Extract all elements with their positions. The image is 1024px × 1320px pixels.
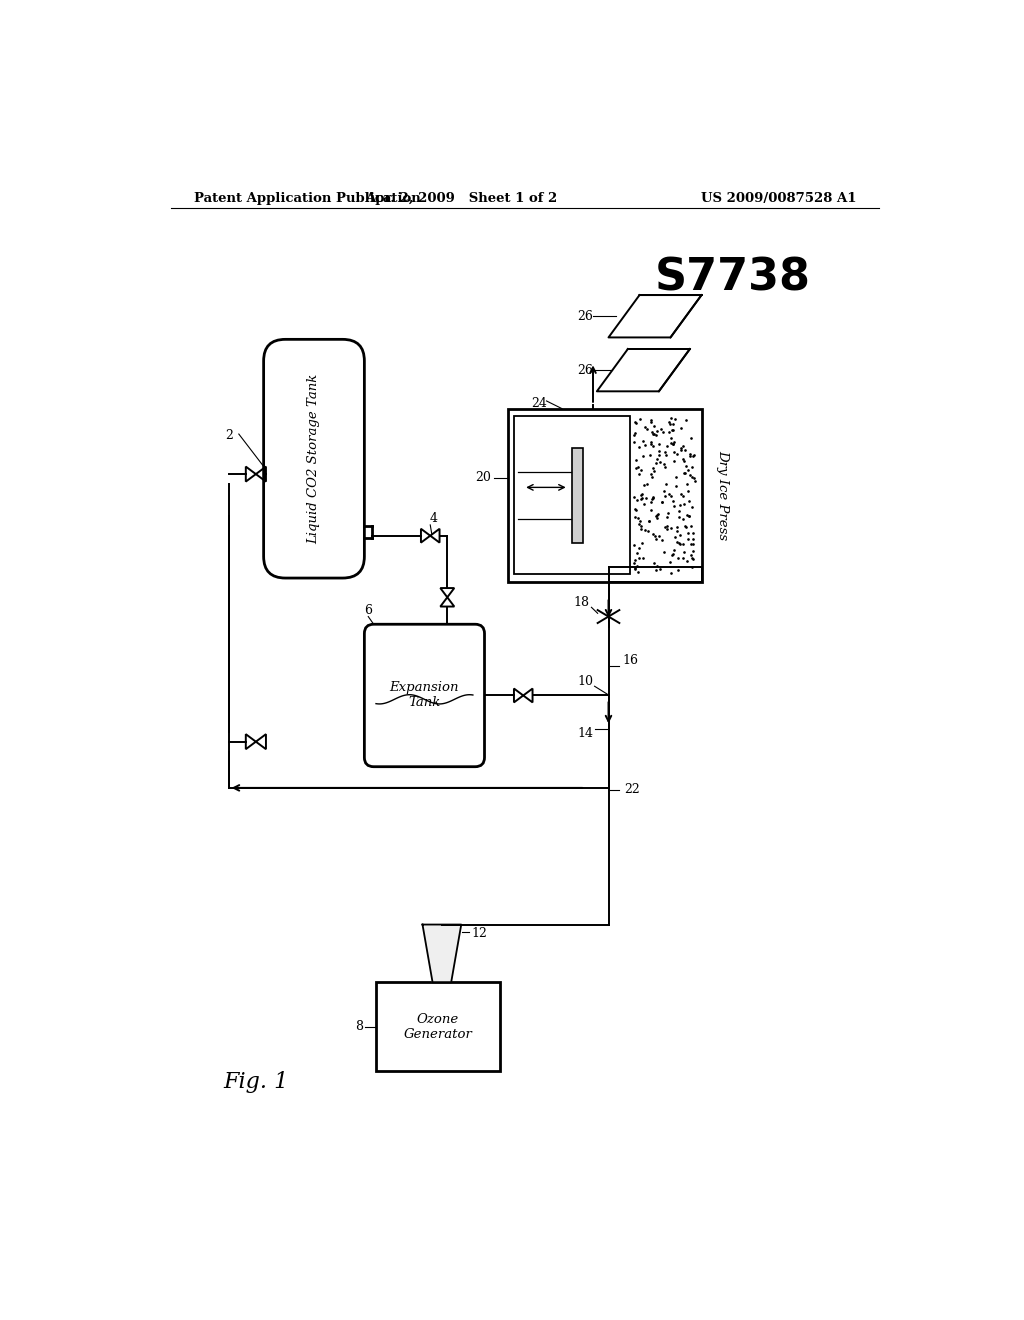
Text: 12: 12: [471, 927, 487, 940]
FancyBboxPatch shape: [263, 339, 365, 578]
Text: 6: 6: [365, 603, 373, 616]
Text: Ozone
Generator: Ozone Generator: [403, 1012, 472, 1040]
Text: 2: 2: [225, 429, 232, 442]
Text: 24: 24: [530, 397, 547, 409]
Polygon shape: [423, 924, 461, 982]
Text: 16: 16: [623, 655, 638, 668]
Bar: [572, 447, 584, 543]
Text: 10: 10: [578, 675, 593, 688]
Text: 8: 8: [355, 1020, 362, 1034]
Text: 14: 14: [578, 727, 593, 741]
Text: 26: 26: [578, 310, 593, 323]
Bar: [514, 416, 630, 574]
Text: Liquid CO2 Storage Tank: Liquid CO2 Storage Tank: [307, 374, 321, 544]
Text: Fig. 1: Fig. 1: [223, 1072, 289, 1093]
Text: Patent Application Publication: Patent Application Publication: [194, 191, 421, 205]
Text: Apr. 2, 2009   Sheet 1 of 2: Apr. 2, 2009 Sheet 1 of 2: [366, 191, 557, 205]
Text: 18: 18: [573, 597, 590, 610]
Text: 4: 4: [430, 512, 438, 525]
FancyBboxPatch shape: [365, 624, 484, 767]
Text: 26: 26: [578, 363, 593, 376]
Text: 20: 20: [475, 471, 490, 484]
Text: Dry Ice Press: Dry Ice Press: [717, 450, 730, 540]
Bar: [376, 982, 500, 1071]
Text: S7738: S7738: [654, 256, 811, 300]
Bar: [508, 409, 701, 582]
Text: 22: 22: [624, 783, 640, 796]
Text: US 2009/0087528 A1: US 2009/0087528 A1: [701, 191, 856, 205]
Text: Expansion
Tank: Expansion Tank: [390, 681, 459, 709]
